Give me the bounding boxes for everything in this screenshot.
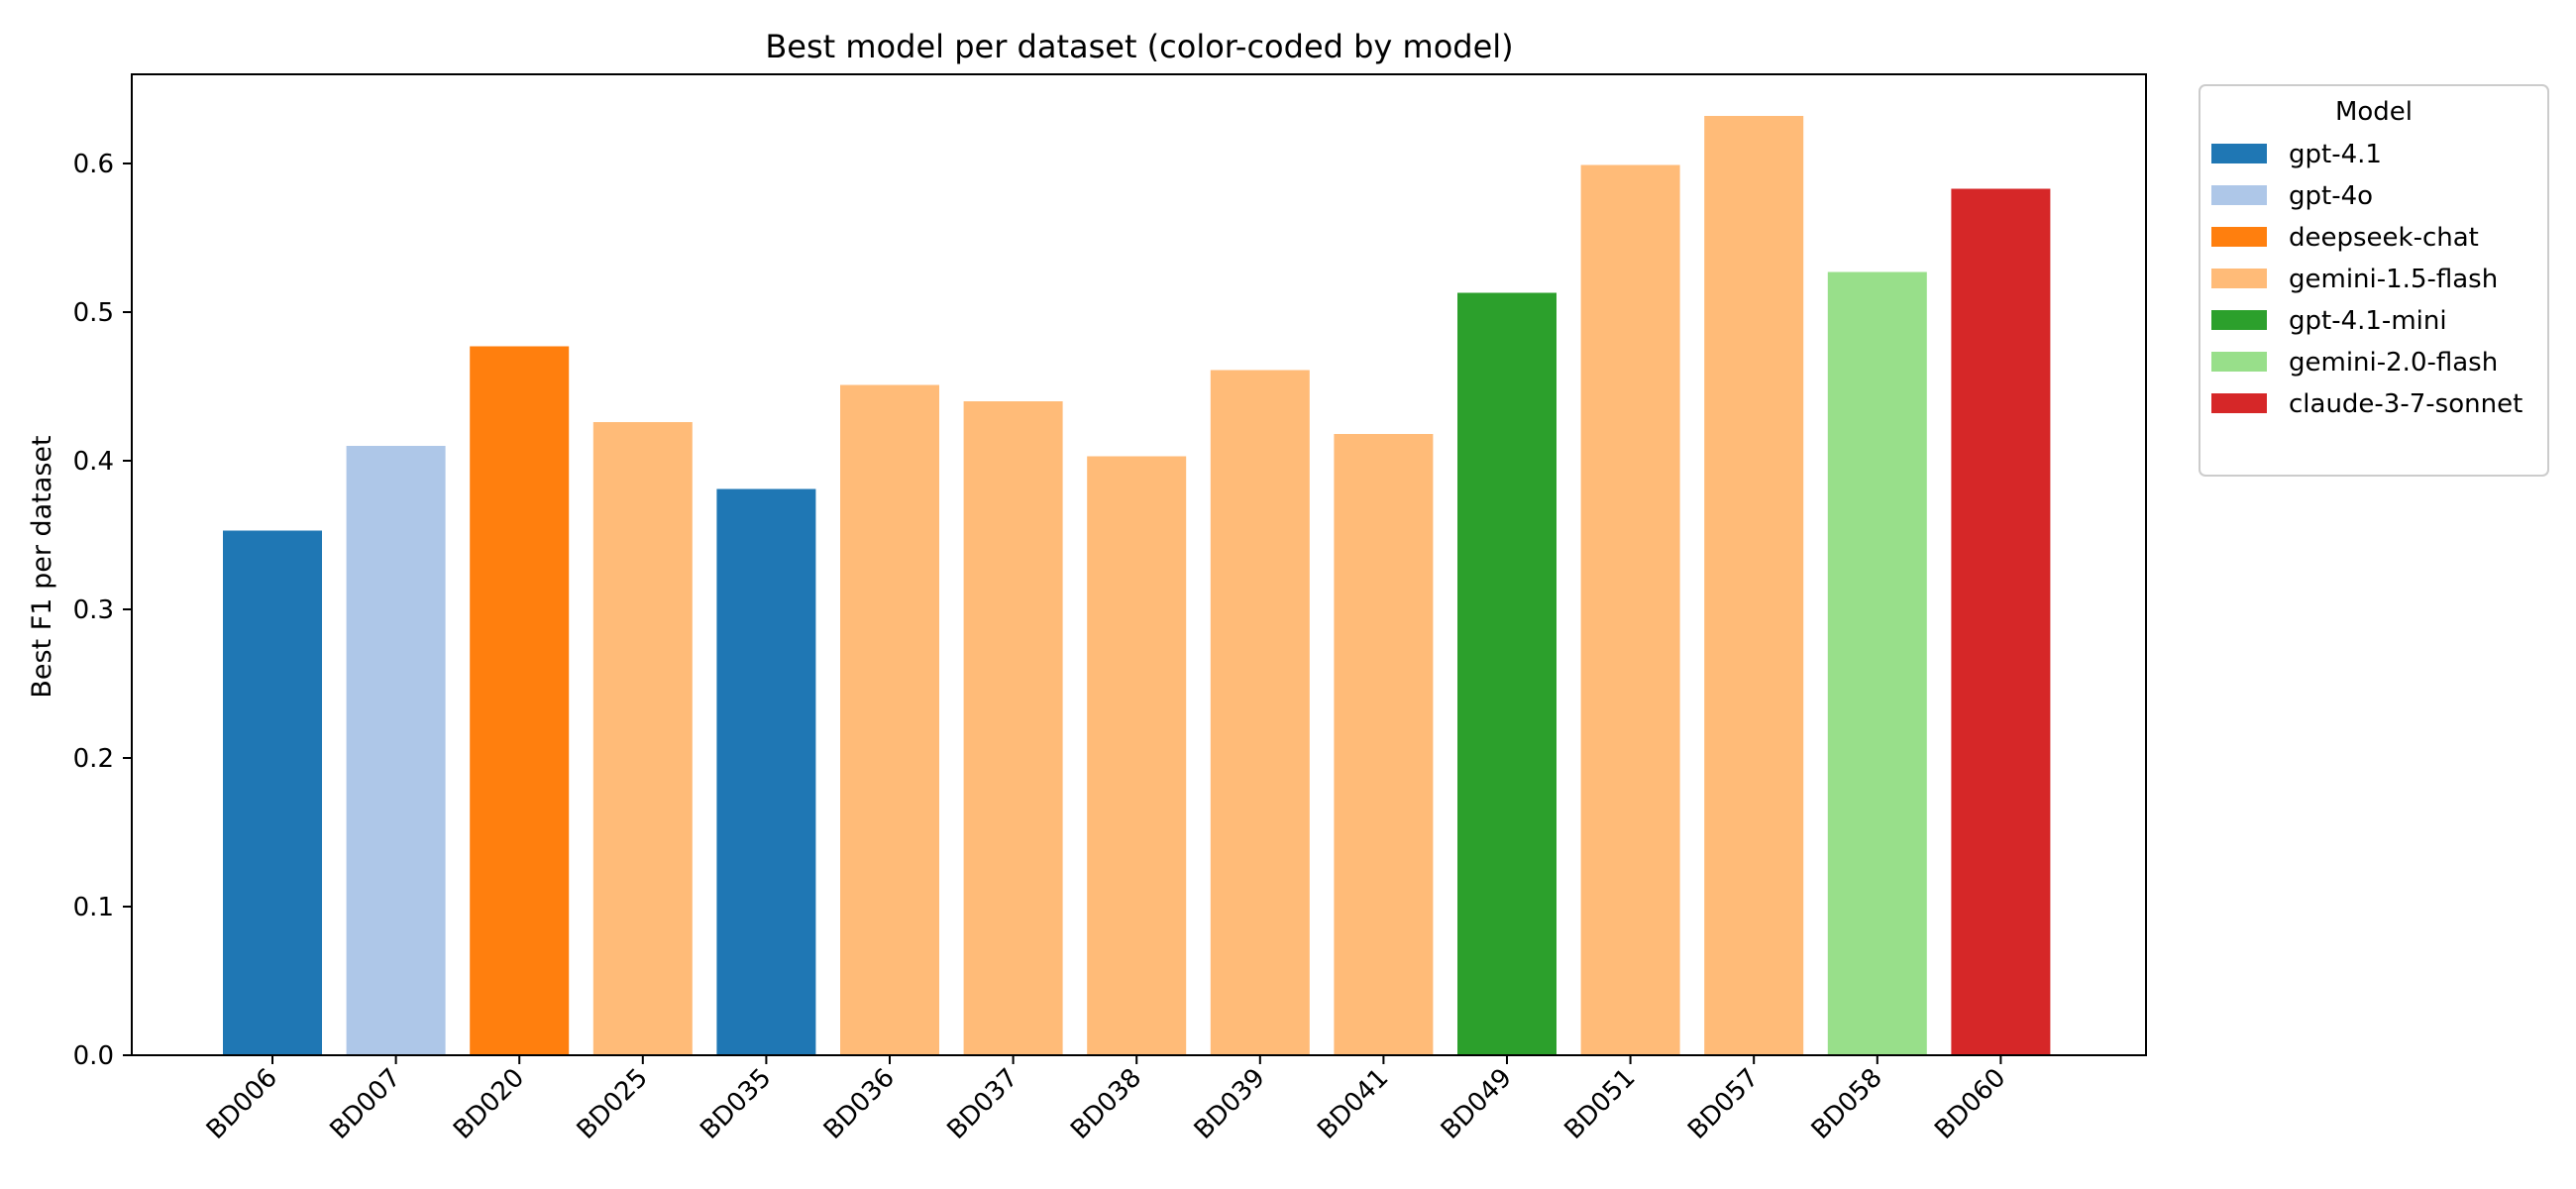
bar-bd041	[1334, 434, 1434, 1055]
bar-bd020	[470, 346, 570, 1055]
legend-label: gpt-4.1-mini	[2289, 306, 2447, 336]
legend-swatch	[2211, 310, 2267, 330]
y-tick-label: 0.2	[73, 744, 114, 774]
x-tick-label: BD025	[572, 1063, 654, 1145]
bar-bd060	[1951, 188, 2051, 1055]
bar-bd007	[346, 446, 446, 1055]
bar-bd037	[963, 401, 1063, 1055]
y-tick-label: 0.6	[73, 150, 114, 179]
legend-title: Model	[2335, 97, 2413, 127]
legend-label: deepseek-chat	[2289, 223, 2479, 253]
x-tick-label: BD041	[1312, 1063, 1394, 1145]
x-tick-label: BD007	[324, 1063, 406, 1145]
x-tick-label: BD051	[1558, 1063, 1641, 1145]
bar-bd025	[592, 422, 693, 1055]
y-axis-label: Best F1 per dataset	[27, 435, 57, 698]
x-axis: BD006 BD007 BD020 BD025 BD035 BD036 BD037 BD038…	[201, 1055, 2011, 1145]
legend-items: gpt-4.1 gpt-4o deepseek-chat gemini-1.5-fla…	[2211, 140, 2522, 419]
bar-bd039	[1210, 370, 1310, 1055]
y-tick-label: 0.0	[73, 1041, 114, 1071]
x-tick-label: BD036	[818, 1063, 901, 1145]
legend-label: claude-3-7-sonnet	[2289, 389, 2522, 419]
legend-box	[2199, 84, 2549, 477]
x-tick-label: BD060	[1929, 1063, 2011, 1145]
y-tick-label: 0.1	[73, 893, 114, 922]
legend-swatch	[2211, 352, 2267, 372]
y-tick-label: 0.4	[73, 447, 114, 477]
legend-swatch	[2211, 269, 2267, 288]
x-tick-label: BD006	[201, 1063, 283, 1145]
legend-swatch	[2211, 185, 2267, 205]
bar-bd051	[1580, 164, 1680, 1055]
chart-title: Best model per dataset (color-coded by m…	[765, 28, 1513, 65]
x-tick-label: BD038	[1065, 1063, 1147, 1145]
x-tick-label: BD035	[695, 1063, 777, 1145]
y-axis: 0.0 0.1 0.2 0.3 0.4 0.5 0.6	[73, 150, 132, 1071]
legend-label: gpt-4.1	[2289, 140, 2382, 169]
bar-bd038	[1087, 456, 1187, 1055]
legend-swatch	[2211, 227, 2267, 247]
legend-label: gemini-1.5-flash	[2289, 265, 2498, 294]
bar-bd049	[1457, 292, 1556, 1055]
legend-label: gpt-4o	[2289, 181, 2373, 211]
bar-bd035	[716, 488, 816, 1055]
x-tick-label: BD057	[1682, 1063, 1765, 1145]
x-tick-label: BD058	[1806, 1063, 1888, 1145]
legend[interactable]: Model gpt-4.1 gpt-4o deepseek-chat gemini-1…	[2199, 84, 2549, 477]
x-tick-label: BD020	[448, 1063, 530, 1145]
legend-swatch	[2211, 144, 2267, 163]
plot-frame	[131, 73, 2147, 1056]
bar-bd058	[1827, 271, 1927, 1055]
bars-group	[223, 116, 2051, 1055]
bar-bd036	[840, 384, 939, 1055]
y-tick-label: 0.3	[73, 595, 114, 625]
x-tick-label: BD049	[1436, 1063, 1518, 1145]
x-tick-label: BD039	[1189, 1063, 1271, 1145]
bar-bd006	[223, 530, 322, 1055]
x-tick-label: BD037	[941, 1063, 1023, 1145]
y-tick-label: 0.5	[73, 298, 114, 328]
legend-swatch	[2211, 393, 2267, 413]
bar-bd057	[1704, 116, 1804, 1055]
legend-label: gemini-2.0-flash	[2289, 348, 2498, 378]
